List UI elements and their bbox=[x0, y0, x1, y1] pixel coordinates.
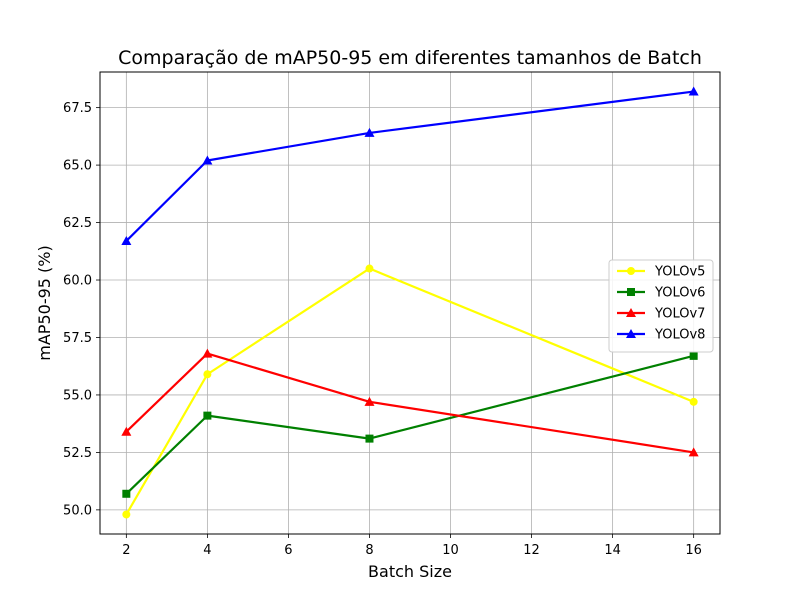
x-tick-label: 4 bbox=[203, 543, 211, 558]
grid bbox=[100, 72, 720, 534]
x-tick-label: 8 bbox=[365, 543, 373, 558]
legend-item-yolov5: YOLOv5 bbox=[617, 265, 705, 280]
data-point-yolov7 bbox=[364, 396, 375, 406]
data-point-yolov5 bbox=[365, 264, 374, 273]
legend-item-yolov8: YOLOv8 bbox=[617, 328, 705, 343]
x-tick-label: 12 bbox=[523, 543, 540, 558]
legend-swatch-marker bbox=[626, 308, 636, 317]
legend-item-yolov7: YOLOv7 bbox=[617, 307, 705, 322]
plot-frame bbox=[99, 71, 721, 535]
y-tick-label: 65.0 bbox=[63, 159, 92, 174]
series-line-yolov7 bbox=[125, 352, 694, 454]
legend: YOLOv5 YOLOv6 YOLOv7 YOLOv8 bbox=[608, 259, 714, 353]
legend-swatch-marker bbox=[626, 329, 636, 338]
data-point-yolov7 bbox=[121, 426, 132, 436]
ticks: 2 4 6 8 10 12 14 16 50.0 52.5 55.0 57.5 60.0 62.5 65.0… bbox=[63, 101, 702, 558]
x-tick-label: 16 bbox=[685, 543, 702, 558]
x-axis-label: Batch Size bbox=[368, 562, 452, 581]
x-tick-label: 10 bbox=[442, 543, 459, 558]
legend-item-yolov6: YOLOv6 bbox=[617, 286, 705, 301]
series-yolov8 bbox=[121, 86, 699, 245]
y-tick-label: 55.0 bbox=[63, 388, 92, 403]
series-line-yolov5 bbox=[125, 267, 695, 516]
data-point-yolov6 bbox=[203, 411, 212, 420]
series-yolov5 bbox=[122, 264, 698, 519]
data-point-yolov8 bbox=[202, 155, 213, 165]
y-tick-label: 60.0 bbox=[63, 274, 92, 289]
y-tick-label: 57.5 bbox=[63, 331, 92, 346]
series-group bbox=[121, 86, 699, 519]
series-line-yolov6 bbox=[125, 354, 694, 495]
legend-label: YOLOv7 bbox=[654, 307, 705, 322]
data-point-yolov7 bbox=[202, 348, 213, 358]
legend-label: YOLOv8 bbox=[654, 328, 705, 343]
y-tick-label: 62.5 bbox=[63, 216, 92, 231]
data-point-yolov8 bbox=[121, 235, 132, 245]
y-tick-label: 67.5 bbox=[63, 101, 92, 116]
legend-label: YOLOv5 bbox=[654, 265, 705, 280]
legend-box bbox=[608, 259, 714, 353]
data-point-yolov6 bbox=[689, 351, 698, 360]
legend-swatch-marker bbox=[627, 288, 635, 296]
x-tick-label: 6 bbox=[284, 543, 292, 558]
legend-label: YOLOv6 bbox=[654, 286, 705, 301]
y-axis-label: mAP50-95 (%) bbox=[35, 245, 54, 360]
y-tick-label: 50.0 bbox=[63, 503, 92, 518]
data-point-yolov6 bbox=[122, 489, 131, 498]
data-point-yolov8 bbox=[688, 86, 699, 96]
x-tick-label: 2 bbox=[122, 543, 130, 558]
legend-swatch-marker bbox=[627, 267, 635, 275]
chart-title: Comparação de mAP50-95 em diferentes tam… bbox=[118, 47, 702, 69]
data-point-yolov5 bbox=[689, 397, 698, 406]
data-point-yolov5 bbox=[122, 510, 131, 519]
data-point-yolov7 bbox=[688, 447, 699, 457]
series-line-yolov8 bbox=[125, 90, 694, 242]
data-point-yolov5 bbox=[203, 370, 212, 379]
y-tick-label: 52.5 bbox=[63, 446, 92, 461]
series-yolov6 bbox=[122, 351, 698, 498]
data-point-yolov6 bbox=[365, 434, 374, 443]
x-tick-label: 14 bbox=[604, 543, 621, 558]
data-point-yolov8 bbox=[364, 127, 375, 137]
series-yolov7 bbox=[121, 348, 699, 457]
